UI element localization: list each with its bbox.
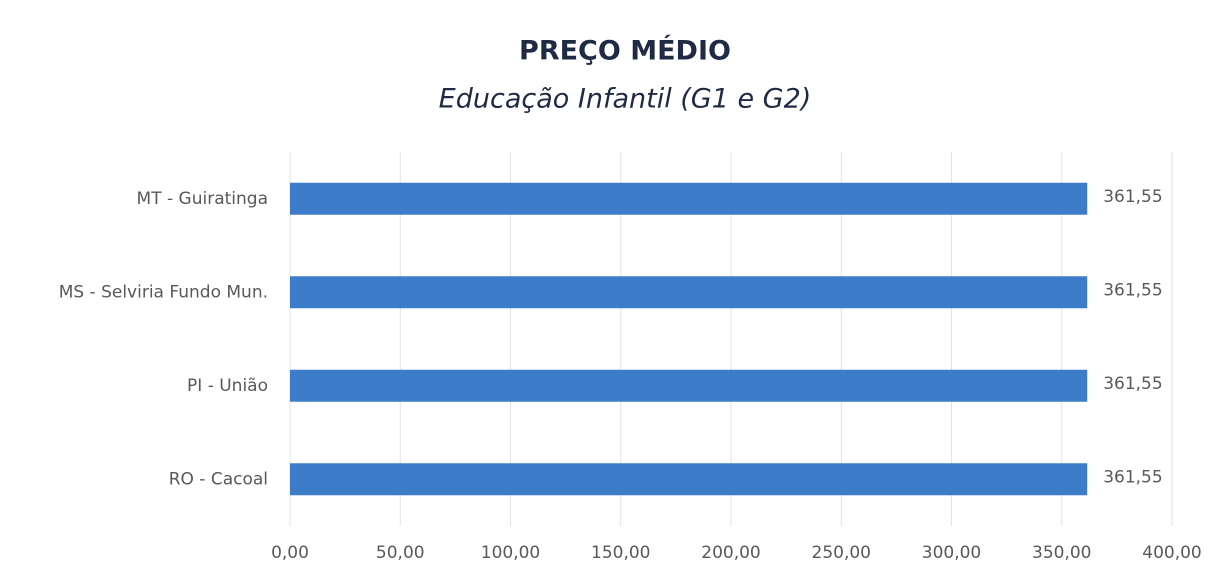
x-tick-label: 200,00 bbox=[701, 543, 760, 563]
bar bbox=[290, 369, 1088, 402]
y-tick-label: RO - Cacoal bbox=[169, 469, 268, 489]
data-label: 361,55 bbox=[1103, 187, 1162, 207]
bar bbox=[290, 276, 1088, 309]
bar bbox=[290, 463, 1088, 496]
x-tick-label: 100,00 bbox=[481, 543, 540, 563]
bar bbox=[290, 182, 1088, 215]
x-tick-label: 400,00 bbox=[1142, 543, 1201, 563]
x-tick-label: 250,00 bbox=[812, 543, 871, 563]
y-tick-label: MT - Guiratinga bbox=[137, 189, 268, 209]
x-tick-label: 300,00 bbox=[922, 543, 981, 563]
x-tick-label: 0,00 bbox=[271, 543, 309, 563]
x-tick-label: 50,00 bbox=[376, 543, 425, 563]
chart-title: PREÇO MÉDIO bbox=[519, 35, 731, 67]
data-label: 361,55 bbox=[1103, 280, 1162, 300]
data-label: 361,55 bbox=[1103, 467, 1162, 487]
y-tick-label: MS - Selviria Fundo Mun. bbox=[59, 282, 268, 302]
data-label: 361,55 bbox=[1103, 374, 1162, 394]
x-tick-label: 350,00 bbox=[1032, 543, 1091, 563]
chart-subtitle: Educação Infantil (G1 e G2) bbox=[439, 84, 812, 115]
y-tick-label: PI - União bbox=[187, 376, 268, 396]
x-tick-label: 150,00 bbox=[591, 543, 650, 563]
